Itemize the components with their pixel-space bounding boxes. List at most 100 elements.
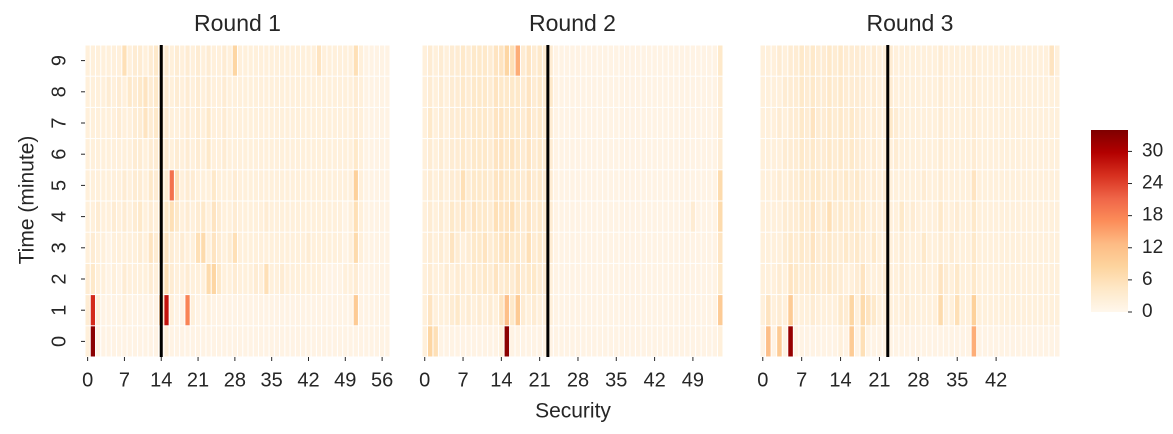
heatmap-cell [253,45,259,76]
heatmap-cell [1016,232,1021,263]
heatmap-cell [190,232,195,263]
heatmap-cell [504,76,510,107]
heatmap-cell [564,107,570,139]
heatmap-cell [993,263,999,295]
heatmap-cell [510,107,515,139]
heatmap-cell [854,326,860,357]
heatmap-cell [132,326,138,357]
heatmap-cell [999,139,1004,170]
heatmap-cell [280,107,285,139]
heatmap-cell [843,232,849,263]
heatmap-cell [1043,201,1049,232]
heatmap-cell [521,263,526,295]
heatmap-cell [285,326,290,357]
heatmap-cell [581,201,586,232]
y-tick-label: 4 [48,211,70,222]
heatmap-cell [316,170,322,201]
heatmap-cell [101,107,106,139]
heatmap-cell [264,76,269,107]
heatmap-cell [90,232,96,263]
heatmap-cell [1038,295,1043,326]
heatmap-cell [364,139,369,170]
heatmap-cell [127,107,132,139]
heatmap-cell [1032,201,1038,232]
heatmap-cell [438,232,444,263]
heatmap-cell [982,263,988,295]
heatmap-cell [526,295,531,326]
heatmap-cell [712,326,718,357]
heatmap-cell [570,326,575,357]
heatmap-cell [327,201,332,232]
heatmap-cell [888,232,893,263]
heatmap-cell [782,45,788,76]
heatmap-cell [652,263,657,295]
heatmap-cell [871,45,877,76]
heatmap-cell [570,139,575,170]
colorbar-tick-label: 6 [1142,269,1153,290]
heatmap-cell [854,263,860,295]
heatmap-cell [227,263,232,295]
heatmap-cell [232,170,237,201]
heatmap-cell [466,295,471,326]
x-tick-label: 28 [567,369,589,391]
heatmap-cell [860,232,866,263]
heatmap-cell [232,45,237,76]
heatmap-cell [1027,170,1032,201]
heatmap-cell [788,232,793,263]
heatmap-cell [982,232,988,263]
heatmap-cell [301,45,306,76]
heatmap-cell [871,326,877,357]
heatmap-cell [1049,76,1054,107]
heatmap-cell [264,170,269,201]
heatmap-cell [899,170,904,201]
heatmap-cell [1049,232,1054,263]
heatmap-cell [766,263,771,295]
heatmap-cell [1054,139,1060,170]
heatmap-cell [882,76,888,107]
heatmap-cell [760,201,766,232]
heatmap-cell [248,232,253,263]
heatmap-cell [466,139,471,170]
heatmap-cell [243,201,248,232]
heatmap-cell [949,45,954,76]
heatmap-cell [553,263,559,295]
heatmap-cell [153,295,159,326]
heatmap-cell [337,76,343,107]
heatmap-cell [788,295,793,326]
heatmap-cell [510,170,515,201]
heatmap-cell [537,139,542,170]
heatmap-cell [164,201,169,232]
heatmap-cell [832,76,838,107]
heatmap-cell [690,139,696,170]
heatmap-cell [85,295,90,326]
heatmap-cell [718,326,723,357]
heatmap-cell [269,295,274,326]
x-tick-label: 0 [419,369,430,391]
heatmap-cell [999,45,1004,76]
heatmap-cell [174,201,180,232]
heatmap-cell [888,45,893,76]
heatmap-cell [575,295,581,326]
heatmap-cell [477,295,482,326]
heatmap-cell [559,107,564,139]
heatmap-cell [444,107,449,139]
heatmap-cells [422,45,723,357]
heatmap-cell [295,326,301,357]
heatmap-cell [777,45,782,76]
heatmap-cell [718,45,723,76]
heatmap-cell [316,201,322,232]
heatmap-cells [760,45,1060,357]
heatmap-cell [771,326,777,357]
heatmap-cell [766,107,771,139]
heatmap-cell [85,263,90,295]
heatmap-cell [537,170,542,201]
heatmap-cell [866,232,871,263]
heatmap-cell [510,232,515,263]
heatmap-cell [316,263,322,295]
heatmap-cell [466,45,471,76]
heatmap-cell [174,76,180,107]
heatmap-cell [101,232,106,263]
heatmap-cell [1054,232,1060,263]
heatmap-cell [657,107,663,139]
heatmap-cell [788,76,793,107]
